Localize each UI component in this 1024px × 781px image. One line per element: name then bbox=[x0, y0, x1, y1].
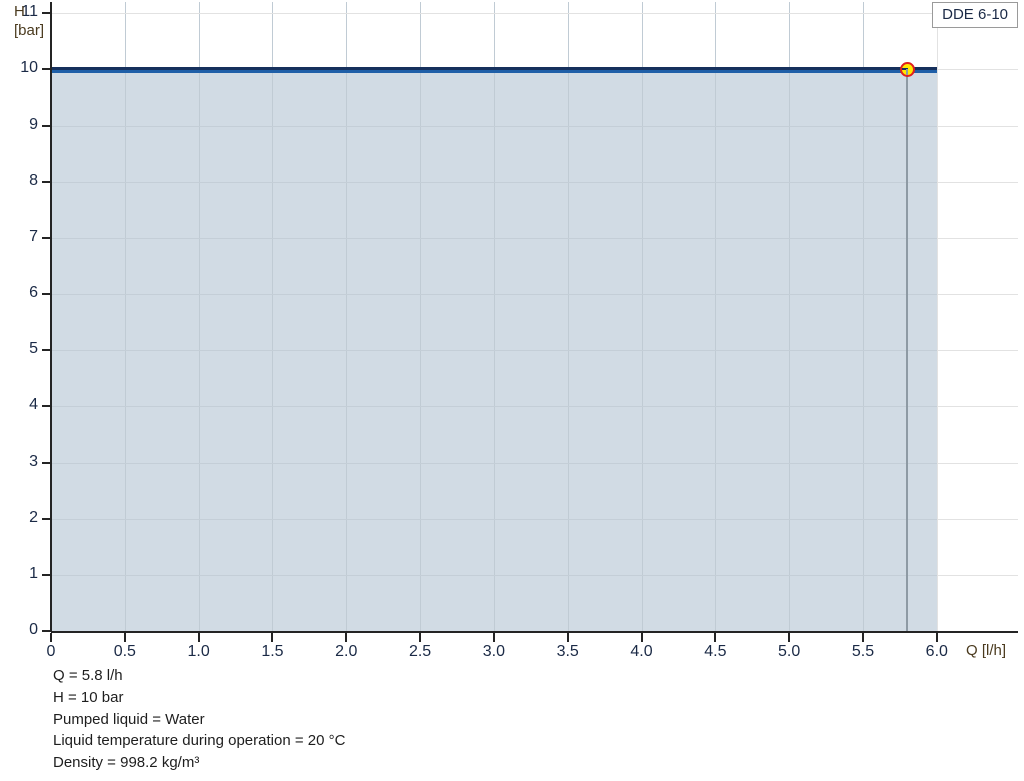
x-axis-tick bbox=[788, 633, 791, 642]
gridline-vertical bbox=[936, 2, 938, 631]
x-axis-tick bbox=[714, 633, 717, 642]
x-axis-tick-label: 0.5 bbox=[113, 643, 136, 660]
gridline-vertical bbox=[420, 2, 422, 631]
x-axis-tick-label: 0 bbox=[46, 643, 56, 660]
gridline-vertical bbox=[346, 2, 348, 631]
gridline-horizontal bbox=[51, 125, 937, 127]
y-axis-tick bbox=[42, 573, 51, 576]
gridline-horizontal bbox=[51, 518, 937, 520]
y-axis-tick bbox=[42, 405, 51, 408]
pump-performance-chart: 0 0.5 1.0 1.5 2.0 2.5 3.0 3.5 4.0 4.5 5.0 5.5 6.0 0 1… bbox=[14, 2, 1018, 660]
x-axis-tick bbox=[566, 633, 569, 642]
gridline-horizontal bbox=[51, 181, 937, 183]
plot-area bbox=[51, 2, 1018, 631]
x-axis-tick bbox=[197, 633, 200, 642]
y-axis-tick-label: 10 bbox=[20, 59, 38, 77]
legend-item-label: DDE 6-10 bbox=[942, 6, 1008, 23]
x-axis-tick-label: 5.5 bbox=[851, 643, 875, 660]
y-axis-tick bbox=[42, 517, 51, 520]
x-axis-tick bbox=[50, 633, 52, 642]
gridline-vertical bbox=[862, 2, 864, 631]
gridline-vertical bbox=[789, 2, 791, 631]
note-line: Liquid temperature during operation = 20… bbox=[53, 732, 346, 750]
y-axis-tick-label: 9 bbox=[29, 115, 38, 133]
y-axis-tick-label: 2 bbox=[29, 508, 38, 526]
y-axis-line bbox=[50, 2, 52, 631]
y-axis-tick bbox=[42, 124, 51, 127]
note-line: Q = 5.8 l/h bbox=[53, 667, 123, 684]
gridline-horizontal bbox=[51, 237, 937, 239]
y-axis-tick-label: 3 bbox=[29, 452, 38, 470]
x-axis-tick bbox=[345, 633, 348, 642]
x-axis-tick-label: 2.0 bbox=[335, 643, 358, 660]
y-axis-tick bbox=[42, 461, 51, 464]
x-axis-tick-label: 5.0 bbox=[778, 643, 801, 660]
y-axis-tick-label: 4 bbox=[29, 396, 38, 414]
duty-point-marker[interactable] bbox=[899, 61, 915, 77]
note-line: H = 10 bar bbox=[53, 688, 124, 706]
gridline-vertical bbox=[272, 2, 274, 631]
gridline-vertical bbox=[493, 2, 495, 631]
gridline-horizontal bbox=[51, 574, 937, 576]
y-axis-tick bbox=[42, 293, 51, 296]
x-axis-tick bbox=[419, 633, 422, 642]
y-axis-tick bbox=[42, 236, 51, 239]
gridline-vertical bbox=[124, 2, 126, 631]
legend: DDE 6-10 bbox=[932, 2, 1018, 28]
gridline-vertical bbox=[715, 2, 717, 631]
x-axis-tick bbox=[861, 633, 864, 642]
y-axis-tick-label: 7 bbox=[29, 227, 38, 245]
x-axis-line bbox=[51, 631, 1018, 633]
x-axis-tick bbox=[271, 633, 274, 642]
gridline-horizontal bbox=[51, 294, 937, 296]
note-line: Density = 998.2 kg/m³ bbox=[53, 754, 200, 772]
y-axis-tick-label: 6 bbox=[29, 284, 38, 302]
x-axis-tick-label: 4.0 bbox=[630, 643, 653, 660]
y-axis-tick bbox=[42, 12, 51, 15]
gridline-horizontal bbox=[51, 462, 937, 464]
x-axis-tick bbox=[492, 633, 495, 642]
x-axis-tick-label: 6.0 bbox=[925, 643, 948, 660]
x-axis-tick-label: 2.5 bbox=[408, 643, 432, 660]
x-axis-tick-label: 1.5 bbox=[261, 643, 284, 660]
x-axis-tick-label: 3.0 bbox=[482, 643, 506, 660]
y-axis-title-symbol: H bbox=[14, 3, 25, 20]
gridline-horizontal bbox=[51, 13, 1018, 15]
y-axis-tick bbox=[42, 68, 51, 71]
duty-point-drop-line bbox=[906, 69, 909, 631]
x-axis-tick-label: 4.5 bbox=[704, 643, 727, 660]
gridline-vertical bbox=[567, 2, 569, 631]
x-axis-tick bbox=[640, 633, 643, 642]
x-axis-tick bbox=[935, 633, 938, 642]
gridline-horizontal bbox=[51, 406, 937, 408]
y-axis-tick-label: 0 bbox=[29, 621, 38, 638]
y-axis-tick-label: 11 bbox=[21, 3, 38, 21]
gridline-horizontal bbox=[51, 350, 937, 352]
x-axis-tick-label: 1.0 bbox=[187, 643, 210, 660]
y-axis-tick bbox=[42, 180, 51, 183]
y-axis-tick-label: 1 bbox=[29, 564, 38, 582]
note-line: Pumped liquid = Water bbox=[53, 710, 205, 728]
y-axis-tick-label: 8 bbox=[29, 171, 38, 189]
duty-point-notes: Q = 5.8 l/h H = 10 bar Pumped liquid = Wat… bbox=[53, 665, 345, 774]
x-axis-tick bbox=[123, 633, 126, 642]
y-axis-tick bbox=[42, 349, 51, 352]
x-axis-title: Q [l/h] bbox=[966, 642, 1007, 659]
gridline-vertical bbox=[641, 2, 643, 631]
gridline-vertical bbox=[198, 2, 200, 631]
x-axis-tick-label: 3.5 bbox=[556, 643, 579, 660]
y-axis-title-unit: [bar] bbox=[14, 22, 45, 39]
y-axis-tick-label: 5 bbox=[29, 340, 38, 358]
y-axis-title: H [bar] bbox=[14, 2, 44, 40]
performance-curve-highlight bbox=[51, 68, 937, 74]
y-axis-tick bbox=[42, 630, 51, 632]
performance-curve bbox=[51, 67, 937, 71]
